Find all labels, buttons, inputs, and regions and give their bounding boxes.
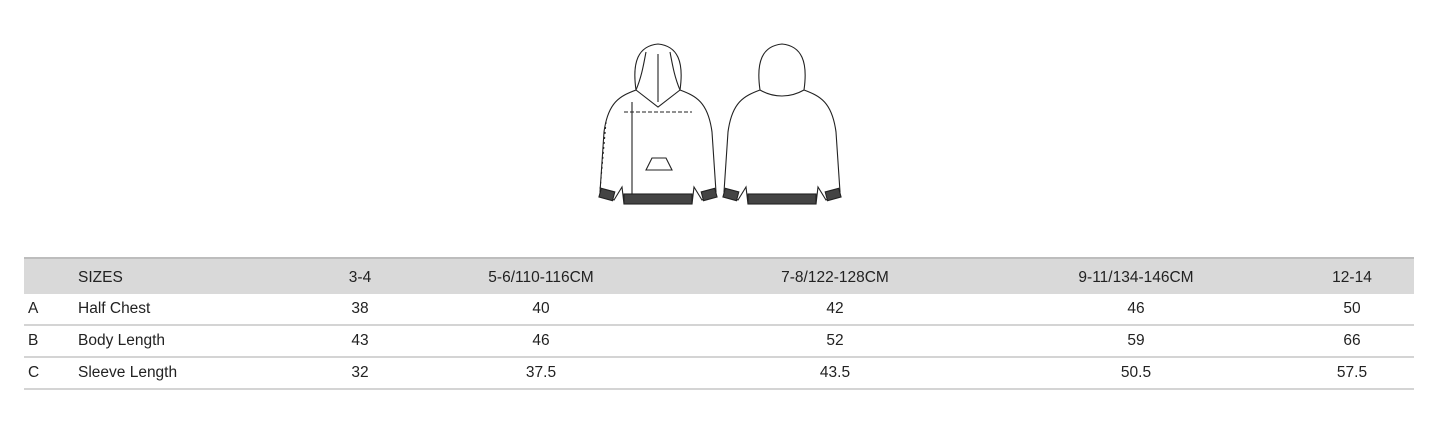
cell-value: 46: [1127, 300, 1145, 317]
cell-value: 43: [351, 332, 369, 349]
table-row: B Body Length 43 46 52 59 66: [24, 326, 1414, 358]
row-label: Body Length: [78, 332, 166, 349]
size-header: 3-4: [348, 269, 372, 286]
row-letter: C: [28, 364, 40, 381]
cell-value: 32: [351, 364, 369, 381]
size-header: 12-14: [1332, 269, 1372, 286]
row-label: Half Chest: [78, 300, 151, 317]
cell-value: 52: [826, 332, 844, 349]
sizes-header: SIZES: [78, 269, 123, 286]
size-chart-table: SIZES 3-4 5-6/110-116CM 7-8/122-128CM 9-…: [24, 257, 1414, 390]
cell-value: 40: [532, 300, 550, 317]
cell-value: 57.5: [1336, 364, 1368, 381]
hoodie-front-drawing: [598, 43, 718, 205]
cell-value: 37.5: [525, 364, 557, 381]
cell-value: 50: [1343, 300, 1361, 317]
cell-value: 43.5: [819, 364, 851, 381]
cell-value: 42: [826, 300, 844, 317]
row-letter: A: [28, 300, 39, 317]
table-row: C Sleeve Length 32 37.5 43.5 50.5 57.5: [24, 358, 1414, 390]
cell-value: 38: [351, 300, 369, 317]
cell-value: 46: [532, 332, 550, 349]
size-header: 9-11/134-146CM: [1078, 269, 1194, 286]
table-header-row: SIZES 3-4 5-6/110-116CM 7-8/122-128CM 9-…: [24, 257, 1414, 294]
table-row: A Half Chest 38 40 42 46 50: [24, 294, 1414, 326]
row-letter: B: [28, 332, 39, 349]
cell-value: 66: [1343, 332, 1361, 349]
size-header: 5-6/110-116CM: [488, 269, 594, 286]
cell-value: 59: [1127, 332, 1145, 349]
hoodie-illustration: [598, 43, 842, 205]
row-label: Sleeve Length: [78, 364, 178, 381]
cell-value: 50.5: [1120, 364, 1152, 381]
hoodie-back-drawing: [722, 43, 842, 205]
size-header: 7-8/122-128CM: [781, 269, 889, 286]
